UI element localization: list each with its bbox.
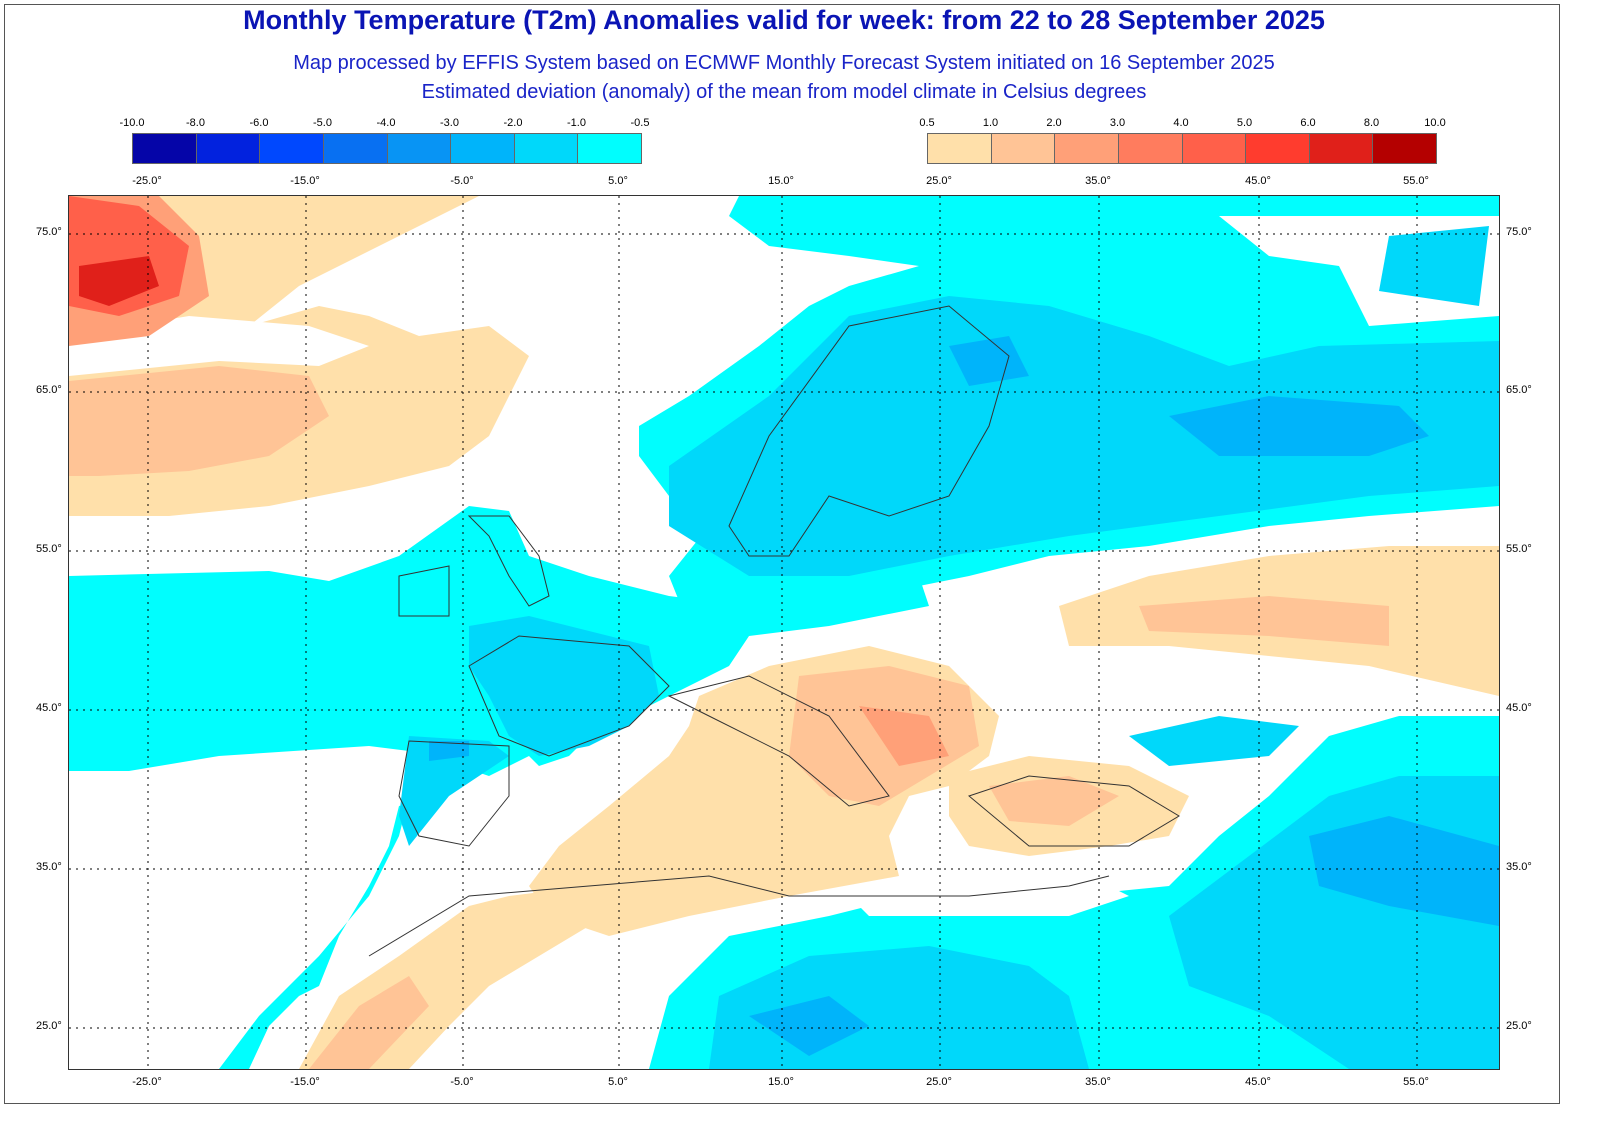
map-subtitle-processing: Map processed by EFFIS System based on E… [293, 52, 1275, 74]
latitude-label: 75.0° [36, 226, 62, 238]
longitude-label: -25.0° [132, 1076, 162, 1088]
longitude-label: -5.0° [450, 175, 474, 187]
latitude-label: 25.0° [1506, 1020, 1532, 1032]
latitude-label: 55.0° [1506, 543, 1532, 555]
warm-legend-label: 10.0 [1424, 117, 1446, 129]
warm-legend-label: 4.0 [1173, 117, 1189, 129]
warm-legend-label: 6.0 [1300, 117, 1316, 129]
warm-legend-label: 2.0 [1046, 117, 1062, 129]
cold-legend-swatch [260, 134, 324, 163]
latitude-label: 55.0° [36, 543, 62, 555]
warm-legend-swatch [1309, 134, 1374, 163]
longitude-label: 15.0° [768, 1076, 794, 1088]
longitude-label: 15.0° [768, 175, 794, 187]
cold-legend-swatch [451, 134, 515, 163]
warm-legend-swatch [1055, 134, 1119, 163]
warm-legend-label: 0.5 [919, 117, 935, 129]
cold-legend-label: -10.0 [119, 117, 145, 129]
cold-legend-swatch [133, 134, 197, 163]
longitude-label: 25.0° [926, 175, 952, 187]
longitude-label: 5.0° [608, 175, 628, 187]
cold-legend-label: -6.0 [249, 117, 269, 129]
cold-legend-swatch [323, 134, 388, 163]
warm-legend-label: 8.0 [1363, 117, 1380, 129]
longitude-label: 45.0° [1245, 1076, 1271, 1088]
latitude-label: 45.0° [36, 702, 62, 714]
cold-legend-swatch [196, 134, 261, 163]
latitude-label: 75.0° [1506, 226, 1532, 238]
latitude-label: 45.0° [1506, 702, 1532, 714]
cold-legend-swatch [514, 134, 579, 163]
warm-legend-swatch [1246, 134, 1310, 163]
warm-legend-swatch [991, 134, 1056, 163]
latitude-label: 35.0° [36, 861, 62, 873]
longitude-label: -15.0° [290, 175, 320, 187]
warm-legend-swatch [1182, 134, 1247, 163]
cold-legend-label: -1.0 [567, 117, 586, 129]
longitude-label: 55.0° [1403, 1076, 1429, 1088]
longitude-label: 55.0° [1403, 175, 1429, 187]
map-subtitle-units: Estimated deviation (anomaly) of the mea… [421, 81, 1147, 103]
coastlines [368, 305, 1180, 957]
cold-legend-label: -3.0 [440, 117, 459, 129]
warm-legend-label: 1.0 [982, 117, 999, 129]
longitude-label: 45.0° [1245, 175, 1271, 187]
latitude-label: 65.0° [1506, 384, 1532, 396]
warm-legend-swatch [1373, 134, 1436, 163]
longitude-label: 35.0° [1085, 1076, 1111, 1088]
latitude-label: 25.0° [36, 1020, 62, 1032]
cold-legend-label: -8.0 [186, 117, 205, 129]
cold-legend-label: -2.0 [503, 117, 523, 129]
warm-legend-label: 3.0 [1109, 117, 1126, 129]
latitude-label: 35.0° [1506, 861, 1532, 873]
anomaly-map [68, 195, 1500, 1070]
map-title: Monthly Temperature (T2m) Anomalies vali… [243, 5, 1325, 35]
cold-anomaly-atlantic-band [69, 506, 929, 1069]
warm-legend-label: 5.0 [1236, 117, 1253, 129]
longitude-label: -25.0° [132, 175, 162, 187]
warm-legend-swatch [928, 134, 992, 163]
cold-anomaly-scandinavia-russia [669, 296, 1499, 576]
warm-legend-swatch [1118, 134, 1183, 163]
warm-anomaly-legend [927, 133, 1437, 164]
longitude-label: -15.0° [290, 1076, 320, 1088]
cold-legend-label: -5.0 [313, 117, 332, 129]
longitude-label: -5.0° [450, 1076, 474, 1088]
longitude-label: 25.0° [926, 1076, 952, 1088]
cold-legend-label: -0.5 [630, 117, 650, 129]
frame-border [4, 4, 1560, 1104]
warm-anomaly-iceland [69, 366, 329, 476]
cold-anomaly-legend [132, 133, 642, 164]
longitude-label: 35.0° [1085, 175, 1111, 187]
cold-legend-swatch [578, 134, 641, 163]
cold-legend-label: -4.0 [376, 117, 396, 129]
longitude-label: 5.0° [608, 1076, 628, 1088]
cold-anomaly-russia-core [1169, 396, 1429, 456]
cold-legend-swatch [387, 134, 452, 163]
cold-anomaly-france [469, 616, 659, 756]
latitude-label: 65.0° [36, 384, 62, 396]
white-sahara-gap [849, 876, 1129, 916]
